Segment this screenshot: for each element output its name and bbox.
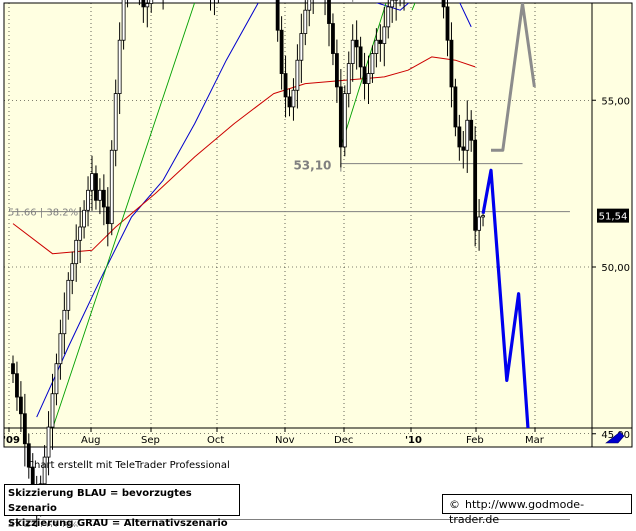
candle-body (347, 64, 350, 94)
candle-body (284, 74, 287, 97)
time-tick-label: '10 (405, 435, 422, 446)
time-tick-label: Sep (141, 435, 160, 446)
candle-body (339, 87, 342, 147)
candle-body (391, 0, 394, 7)
candle-body (379, 40, 382, 43)
candle-body (106, 207, 109, 224)
last-price-label: 51,54 (599, 212, 628, 223)
price-tick-label: 55,00 (601, 96, 630, 107)
candle-body (335, 54, 338, 87)
candle-body (23, 414, 26, 444)
candle-body (292, 90, 295, 107)
time-tick-label: Feb (466, 435, 484, 446)
candle-body (446, 7, 449, 40)
chart-credit: Chart erstellt mit TeleTrader Profession… (27, 460, 230, 471)
candle-body (59, 334, 62, 364)
time-tick-label: Oct (207, 435, 224, 446)
candle-body (462, 147, 465, 150)
candle-body (15, 374, 18, 397)
website-link[interactable]: ©http://www.godmode-trader.de (442, 494, 632, 514)
candle-body (355, 40, 358, 47)
candle-body (55, 364, 58, 394)
candle-body (296, 60, 299, 90)
candle-body (114, 94, 117, 151)
candle (110, 140, 113, 235)
candle-body (12, 364, 15, 374)
candle-body (300, 34, 303, 61)
candle-body (150, 0, 153, 4)
time-tick-label: Nov (275, 435, 295, 446)
candle-body (466, 120, 469, 150)
candle-body (79, 227, 82, 240)
candle-body (363, 67, 366, 84)
candle-body (343, 94, 346, 147)
candle-body (387, 7, 390, 27)
candle-body (367, 74, 370, 84)
time-tick-label: '09 (3, 435, 20, 446)
candle-body (470, 120, 473, 140)
candle-body (383, 27, 386, 44)
scenario-legend: Skizzierung BLAU = bevorzugtes Szenario … (4, 484, 240, 516)
candle-body (351, 40, 354, 63)
candle-body (458, 127, 461, 147)
candle-body (75, 240, 78, 263)
price-tick-label: 50,00 (601, 263, 630, 274)
candle-body (71, 264, 74, 281)
candle-body (280, 30, 283, 73)
candle-body (67, 280, 70, 310)
time-tick-label: Dec (334, 435, 353, 446)
candle-body (478, 217, 481, 230)
candle (343, 85, 346, 156)
candle-body (98, 190, 101, 200)
candle-body (110, 150, 113, 223)
candle-body (91, 174, 94, 191)
candle-body (118, 40, 121, 93)
candle-body (276, 0, 279, 30)
candle-body (308, 0, 311, 10)
candle-body (359, 47, 362, 67)
candle-body (474, 140, 477, 230)
time-tick-label: Mar (525, 435, 545, 446)
candle-body (87, 190, 90, 210)
fib-level-label: 51.66 | 38.2% (8, 208, 78, 219)
legend-grey-scenario: Skizzierung GRAU = Alternativszenario (8, 516, 236, 531)
candle-body (83, 210, 86, 227)
candle-body (454, 87, 457, 127)
candle (217, 0, 220, 3)
candle-body (304, 10, 307, 33)
candle-body (51, 394, 54, 427)
candle-body (375, 40, 378, 53)
price-annotation: 58,19 (345, 0, 383, 1)
candle-body (331, 24, 334, 54)
candle-body (450, 40, 453, 87)
candle-body (19, 397, 22, 414)
candle-body (371, 54, 374, 74)
candle-body (146, 4, 149, 7)
candle-body (94, 174, 97, 201)
candle-body (122, 0, 125, 40)
price-annotation: 53,10 (293, 159, 331, 173)
candle-body (102, 190, 105, 207)
candle-body (63, 310, 66, 333)
candle-body (442, 0, 445, 7)
candle-body (482, 216, 485, 217)
candle-body (288, 97, 291, 107)
time-tick-label: Aug (81, 435, 101, 446)
candle-body (142, 0, 145, 7)
copyright-icon: © (449, 498, 460, 511)
candle (474, 126, 477, 246)
candle-body (47, 427, 50, 457)
legend-blue-scenario: Skizzierung BLAU = bevorzugtes Szenario (8, 486, 236, 516)
candle-body (328, 0, 331, 24)
